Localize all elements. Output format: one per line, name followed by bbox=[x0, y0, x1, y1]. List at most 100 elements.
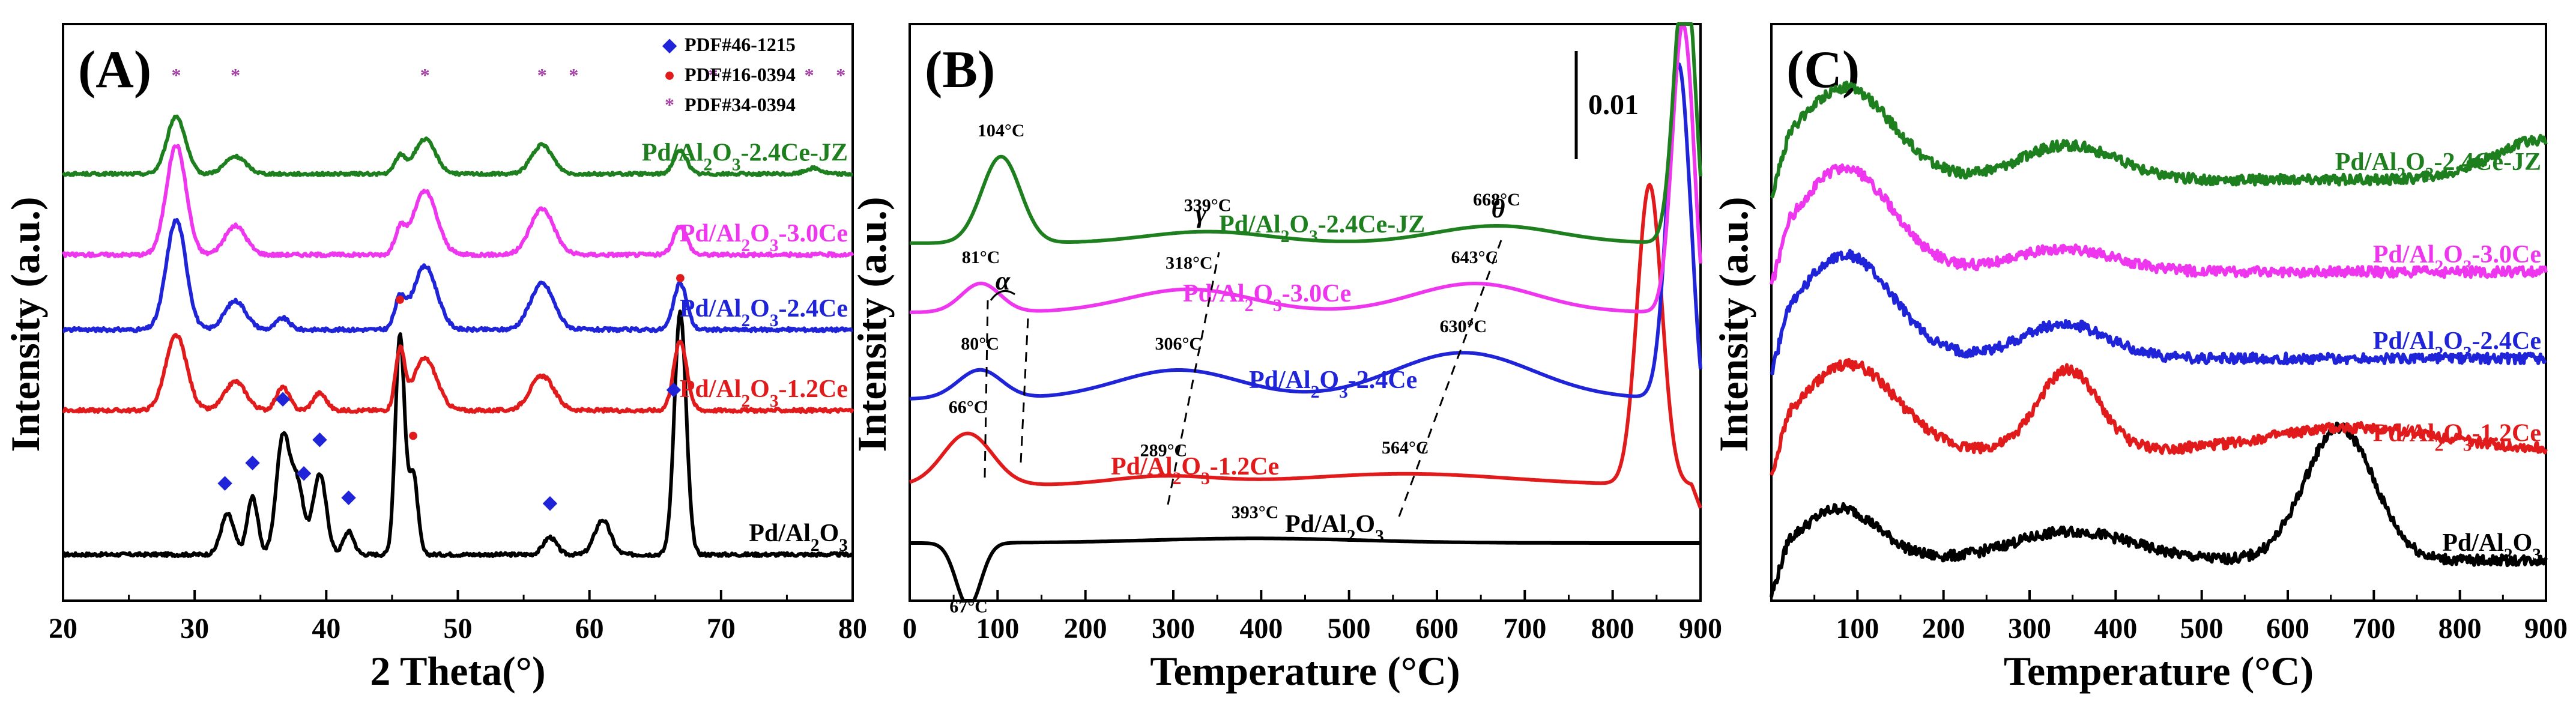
series-line-0 bbox=[1770, 421, 2548, 598]
x-axis-label: Temperature (°C) bbox=[1150, 648, 1460, 694]
phase-marker: ◆ bbox=[297, 461, 312, 483]
legend-marker: ● bbox=[664, 64, 675, 85]
x-tick-label: 900 bbox=[1679, 613, 1722, 645]
peak-label: 80°C bbox=[961, 334, 999, 354]
peak-label: 289°C bbox=[1140, 441, 1188, 461]
series-line-3 bbox=[1770, 163, 2548, 285]
dashed-guide bbox=[1167, 252, 1220, 505]
series-label-3: Pd/Al2O3-3.0Ce bbox=[1183, 280, 1351, 315]
panel-title: (C) bbox=[1786, 41, 1860, 99]
x-tick-label: 60 bbox=[575, 613, 604, 645]
series-label-0: Pd/Al2O3 bbox=[1285, 511, 1384, 546]
peak-label: 564°C bbox=[1382, 438, 1429, 458]
phase-marker: * bbox=[537, 64, 547, 86]
series-line-1 bbox=[62, 333, 854, 414]
x-tick-label: 0 bbox=[903, 613, 917, 645]
series-label-0: Pd/Al2O3 bbox=[749, 520, 848, 555]
series-line-2 bbox=[62, 217, 854, 333]
x-tick-label: 50 bbox=[444, 613, 473, 645]
x-axis-label: Temperature (°C) bbox=[2004, 648, 2314, 694]
series-line-1 bbox=[909, 183, 1702, 509]
annotation-γ: γ bbox=[1196, 199, 1207, 228]
panel-title: (A) bbox=[78, 41, 151, 99]
legend-marker: * bbox=[665, 94, 674, 115]
phase-marker: ◆ bbox=[276, 387, 291, 408]
series-label-4: Pd/Al2O3-2.4Ce-JZ bbox=[642, 139, 848, 175]
series-line-1 bbox=[1770, 357, 2548, 476]
annotation-θ: θ bbox=[1492, 194, 1505, 223]
x-tick-label: 100 bbox=[976, 613, 1019, 645]
peak-label: 66°C bbox=[949, 398, 987, 417]
x-tick-label: 200 bbox=[1922, 613, 1965, 645]
series-label-0: Pd/Al2O3 bbox=[2442, 529, 2541, 565]
phase-marker: * bbox=[836, 64, 845, 86]
x-tick-label: 700 bbox=[1503, 613, 1546, 645]
x-tick-label: 800 bbox=[2438, 613, 2482, 645]
phase-marker: ◆ bbox=[312, 427, 327, 449]
legend-label: PDF#46-1215 bbox=[685, 34, 796, 55]
x-tick-label: 900 bbox=[2524, 613, 2568, 645]
x-tick-label: 400 bbox=[2094, 613, 2137, 645]
phase-marker: * bbox=[231, 64, 240, 86]
phase-marker: * bbox=[420, 64, 430, 86]
x-tick-label: 500 bbox=[2180, 613, 2224, 645]
series-line-0 bbox=[62, 309, 854, 559]
dashed-guide bbox=[984, 300, 989, 478]
peak-label: 630°C bbox=[1440, 317, 1487, 336]
phase-marker: ◆ bbox=[667, 378, 682, 399]
panel-C: 100 200 300 400 500 600 700 800 900 Temperature (… bbox=[1711, 23, 2568, 694]
x-tick-label: 500 bbox=[1328, 613, 1371, 645]
peak-label: 393°C bbox=[1232, 502, 1279, 522]
dashed-guide bbox=[1020, 318, 1029, 463]
series-label-4: Pd/Al2O3-2.4Ce-JZ bbox=[2335, 148, 2541, 184]
series-line-2 bbox=[1770, 249, 2547, 375]
phase-marker: ◆ bbox=[341, 485, 356, 507]
y-axis-label: Intensity (a.u.) bbox=[2, 196, 48, 452]
series-label-1: Pd/Al2O3-1.2Ce bbox=[2373, 419, 2541, 455]
peak-label: 318°C bbox=[1166, 253, 1213, 273]
phase-marker: ● bbox=[674, 266, 686, 288]
panel-A: 20 30 40 50 60 70 80 2 Theta(°) Intensity (a.u.)… bbox=[2, 23, 867, 694]
x-tick-label: 600 bbox=[2266, 613, 2309, 645]
legend-label: PDF#34-0394 bbox=[685, 94, 796, 115]
x-axis-label: 2 Theta(°) bbox=[370, 648, 545, 694]
series-label-4: Pd/Al2O3-2.4Ce-JZ bbox=[1219, 211, 1425, 246]
peak-label: 104°C bbox=[978, 121, 1025, 141]
series-label-1: Pd/Al2O3-1.2Ce bbox=[680, 375, 848, 411]
peak-label: 668°C bbox=[1473, 190, 1520, 210]
peak-label: 81°C bbox=[962, 247, 1000, 267]
x-tick-label: 200 bbox=[1064, 613, 1107, 645]
phase-marker: * bbox=[171, 64, 181, 86]
x-tick-label: 80 bbox=[838, 613, 867, 645]
x-tick-label: 100 bbox=[1836, 613, 1879, 645]
x-tick-label: 400 bbox=[1239, 613, 1283, 645]
x-tick-label: 800 bbox=[1591, 613, 1634, 645]
phase-marker: ◆ bbox=[245, 451, 260, 472]
legend-label: PDF#16-0394 bbox=[685, 64, 796, 85]
x-tick-label: 40 bbox=[312, 613, 340, 645]
phase-marker: ● bbox=[407, 424, 419, 446]
series-line-4 bbox=[61, 114, 854, 177]
y-axis-label: Intensity (a.u.) bbox=[849, 196, 895, 452]
peak-label: 306°C bbox=[1155, 334, 1202, 354]
series-line-3 bbox=[61, 144, 854, 258]
series-line-4 bbox=[909, 22, 1702, 245]
series-line-4 bbox=[1770, 80, 2548, 199]
phase-marker: * bbox=[569, 64, 578, 86]
series-label-3: Pd/Al2O3-3.0Ce bbox=[680, 220, 848, 255]
peak-label: 643°C bbox=[1451, 247, 1499, 267]
x-tick-label: 600 bbox=[1415, 613, 1459, 645]
series-line-3 bbox=[909, 22, 1702, 314]
peak-label: 339°C bbox=[1184, 196, 1232, 216]
x-tick-label: 30 bbox=[180, 613, 209, 645]
alpha-arrow bbox=[990, 290, 1015, 301]
legend-marker: ◆ bbox=[662, 34, 677, 55]
series-label-2: Pd/Al2O3-2.4Ce bbox=[2373, 327, 2541, 363]
plot-frame bbox=[1770, 23, 2547, 602]
series-label-1: Pd/Al2O3-1.2Ce bbox=[1111, 453, 1279, 488]
phase-marker: * bbox=[805, 64, 814, 86]
x-tick-label: 300 bbox=[2008, 613, 2051, 645]
series-line-2 bbox=[909, 62, 1702, 401]
y-axis-label: Intensity (a.u.) bbox=[1711, 196, 1756, 452]
